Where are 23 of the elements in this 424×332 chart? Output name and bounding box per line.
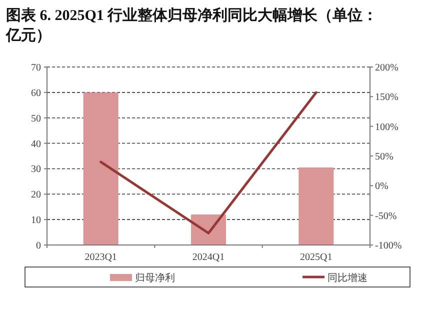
bar xyxy=(298,167,334,245)
y-tick-label: 10 xyxy=(31,215,41,226)
y2-tick-label: 200% xyxy=(375,62,398,74)
y2-tick-label: 100% xyxy=(375,122,398,133)
y2-tick-label: -50% xyxy=(375,210,397,222)
x-tick-label: 2023Q1 xyxy=(84,252,117,263)
x-tick-label: 2024Q1 xyxy=(192,252,225,263)
x-tick-label: 2025Q1 xyxy=(300,252,332,263)
chart-title: 图表 6. 2025Q1 行业整体归母净利同比大幅增长（单位：亿元） xyxy=(5,7,378,44)
legend-label: 同比增速 xyxy=(328,272,368,284)
y2-tick-label: -100% xyxy=(375,240,402,252)
y2-tick-label: 0% xyxy=(375,181,388,192)
y-tick-label: 40 xyxy=(31,138,41,150)
y2-tick-label: 150% xyxy=(375,92,398,104)
y-tick-label: 60 xyxy=(31,88,41,99)
y-tick-label: 70 xyxy=(31,62,41,74)
y-tick-label: 20 xyxy=(31,190,41,201)
bar xyxy=(83,92,118,245)
y-tick-label: 0 xyxy=(36,240,41,252)
y2-tick-label: 50% xyxy=(375,152,394,162)
y-tick-label: 30 xyxy=(31,164,41,176)
legend-label: 归母净利 xyxy=(135,272,175,284)
y-tick-label: 50 xyxy=(31,113,41,124)
